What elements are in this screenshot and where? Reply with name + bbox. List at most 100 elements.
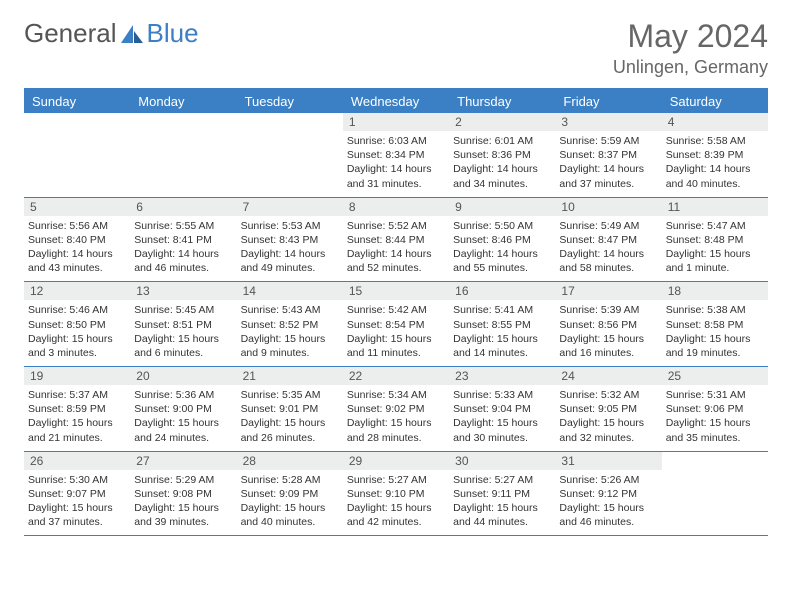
calendar-day-cell: 17Sunrise: 5:39 AMSunset: 8:56 PMDayligh… [555, 282, 661, 366]
date-number: 30 [449, 452, 555, 470]
location-label: Unlingen, Germany [613, 57, 768, 78]
day-info: Sunrise: 5:30 AMSunset: 9:07 PMDaylight:… [28, 473, 126, 530]
sail-icon [121, 25, 143, 43]
month-title: May 2024 [613, 18, 768, 55]
sunrise-text: Sunrise: 6:03 AM [347, 134, 445, 148]
sunset-text: Sunset: 9:06 PM [666, 402, 764, 416]
date-number: 27 [130, 452, 236, 470]
date-number: 22 [343, 367, 449, 385]
day-info: Sunrise: 5:27 AMSunset: 9:10 PMDaylight:… [347, 473, 445, 530]
day-info: Sunrise: 5:33 AMSunset: 9:04 PMDaylight:… [453, 388, 551, 445]
title-block: May 2024 Unlingen, Germany [613, 18, 768, 78]
calendar-day-cell: 2Sunrise: 6:01 AMSunset: 8:36 PMDaylight… [449, 113, 555, 197]
sunset-text: Sunset: 8:52 PM [241, 318, 339, 332]
daylight-text: Daylight: 15 hours and 39 minutes. [134, 501, 232, 529]
calendar-day-cell: 20Sunrise: 5:36 AMSunset: 9:00 PMDayligh… [130, 367, 236, 451]
date-number: 16 [449, 282, 555, 300]
date-number: 11 [662, 198, 768, 216]
weekday-header-row: Sunday Monday Tuesday Wednesday Thursday… [24, 90, 768, 113]
daylight-text: Daylight: 15 hours and 11 minutes. [347, 332, 445, 360]
daylight-text: Daylight: 15 hours and 44 minutes. [453, 501, 551, 529]
date-number: 6 [130, 198, 236, 216]
day-info: Sunrise: 5:31 AMSunset: 9:06 PMDaylight:… [666, 388, 764, 445]
sunset-text: Sunset: 8:47 PM [559, 233, 657, 247]
sunrise-text: Sunrise: 5:35 AM [241, 388, 339, 402]
daylight-text: Daylight: 15 hours and 16 minutes. [559, 332, 657, 360]
sunset-text: Sunset: 9:05 PM [559, 402, 657, 416]
daylight-text: Daylight: 15 hours and 19 minutes. [666, 332, 764, 360]
sunset-text: Sunset: 8:44 PM [347, 233, 445, 247]
date-number: 14 [237, 282, 343, 300]
day-info: Sunrise: 6:01 AMSunset: 8:36 PMDaylight:… [453, 134, 551, 191]
daylight-text: Daylight: 14 hours and 46 minutes. [134, 247, 232, 275]
calendar-week-row: 1Sunrise: 6:03 AMSunset: 8:34 PMDaylight… [24, 113, 768, 198]
sunset-text: Sunset: 9:08 PM [134, 487, 232, 501]
day-info: Sunrise: 5:36 AMSunset: 9:00 PMDaylight:… [134, 388, 232, 445]
sunrise-text: Sunrise: 5:52 AM [347, 219, 445, 233]
calendar-day-cell: 10Sunrise: 5:49 AMSunset: 8:47 PMDayligh… [555, 198, 661, 282]
sunset-text: Sunset: 8:54 PM [347, 318, 445, 332]
daylight-text: Daylight: 15 hours and 35 minutes. [666, 416, 764, 444]
sunset-text: Sunset: 9:11 PM [453, 487, 551, 501]
sunrise-text: Sunrise: 5:45 AM [134, 303, 232, 317]
calendar-week-row: 19 Sunrise: 5:37 AMSunset: 8:59 PMDayligh… [24, 367, 768, 452]
daylight-text: Daylight: 15 hours and 3 minutes. [28, 332, 126, 360]
calendar-week-row: 5Sunrise: 5:56 AMSunset: 8:40 PMDaylight… [24, 198, 768, 283]
daylight-text: Daylight: 14 hours and 55 minutes. [453, 247, 551, 275]
day-info: Sunrise: 5:27 AMSunset: 9:11 PMDaylight:… [453, 473, 551, 530]
date-number: 19 [24, 367, 130, 385]
date-number: 10 [555, 198, 661, 216]
daylight-text: Daylight: 15 hours and 46 minutes. [559, 501, 657, 529]
calendar-grid: Sunday Monday Tuesday Wednesday Thursday… [24, 88, 768, 536]
day-info: Sunrise: 5:32 AMSunset: 9:05 PMDaylight:… [559, 388, 657, 445]
calendar-day-cell: 29Sunrise: 5:27 AMSunset: 9:10 PMDayligh… [343, 452, 449, 536]
calendar-week-row: 12Sunrise: 5:46 AMSunset: 8:50 PMDayligh… [24, 282, 768, 367]
sunrise-text: Sunrise: 5:38 AM [666, 303, 764, 317]
calendar-day-cell: 19 Sunrise: 5:37 AMSunset: 8:59 PMDayligh… [24, 367, 130, 451]
sunrise-text: Sunrise: 5:50 AM [453, 219, 551, 233]
date-number: 31 [555, 452, 661, 470]
day-info: Sunrise: 5:46 AMSunset: 8:50 PMDaylight:… [28, 303, 126, 360]
calendar-day-cell: 11Sunrise: 5:47 AMSunset: 8:48 PMDayligh… [662, 198, 768, 282]
daylight-text: Daylight: 14 hours and 49 minutes. [241, 247, 339, 275]
day-info: Sunrise: 5:55 AMSunset: 8:41 PMDaylight:… [134, 219, 232, 276]
calendar-day-cell: 3Sunrise: 5:59 AMSunset: 8:37 PMDaylight… [555, 113, 661, 197]
day-info: Sunrise: 5:34 AMSunset: 9:02 PMDaylight:… [347, 388, 445, 445]
day-info: Sunrise: 5:29 AMSunset: 9:08 PMDaylight:… [134, 473, 232, 530]
calendar-day-cell: 1Sunrise: 6:03 AMSunset: 8:34 PMDaylight… [343, 113, 449, 197]
weekday-header: Thursday [449, 90, 555, 113]
sunset-text: Sunset: 8:51 PM [134, 318, 232, 332]
day-info: Sunrise: 5:37 AMSunset: 8:59 PMDaylight:… [28, 388, 126, 445]
daylight-text: Daylight: 15 hours and 14 minutes. [453, 332, 551, 360]
calendar-day-cell: 5Sunrise: 5:56 AMSunset: 8:40 PMDaylight… [24, 198, 130, 282]
sunset-text: Sunset: 8:40 PM [28, 233, 126, 247]
calendar-day-cell: 16Sunrise: 5:41 AMSunset: 8:55 PMDayligh… [449, 282, 555, 366]
calendar-day-cell: 9Sunrise: 5:50 AMSunset: 8:46 PMDaylight… [449, 198, 555, 282]
sunset-text: Sunset: 8:50 PM [28, 318, 126, 332]
daylight-text: Daylight: 15 hours and 32 minutes. [559, 416, 657, 444]
calendar-day-cell: 31Sunrise: 5:26 AMSunset: 9:12 PMDayligh… [555, 452, 661, 536]
sunset-text: Sunset: 8:59 PM [28, 402, 126, 416]
sunrise-text: Sunrise: 5:31 AM [666, 388, 764, 402]
date-number: 13 [130, 282, 236, 300]
sunset-text: Sunset: 8:43 PM [241, 233, 339, 247]
calendar-day-cell: 27 Sunrise: 5:29 AMSunset: 9:08 PMDayligh… [130, 452, 236, 536]
daylight-text: Daylight: 14 hours and 31 minutes. [347, 162, 445, 190]
calendar-day-cell: 18Sunrise: 5:38 AMSunset: 8:58 PMDayligh… [662, 282, 768, 366]
day-info: Sunrise: 5:56 AMSunset: 8:40 PMDaylight:… [28, 219, 126, 276]
sunrise-text: Sunrise: 5:59 AM [559, 134, 657, 148]
sunrise-text: Sunrise: 5:27 AM [453, 473, 551, 487]
date-number: 7 [237, 198, 343, 216]
day-info: Sunrise: 5:42 AMSunset: 8:54 PMDaylight:… [347, 303, 445, 360]
day-info: Sunrise: 5:45 AMSunset: 8:51 PMDaylight:… [134, 303, 232, 360]
date-number: 3 [555, 113, 661, 131]
daylight-text: Daylight: 15 hours and 37 minutes. [28, 501, 126, 529]
sunset-text: Sunset: 8:46 PM [453, 233, 551, 247]
weekday-header: Tuesday [237, 90, 343, 113]
daylight-text: Daylight: 15 hours and 24 minutes. [134, 416, 232, 444]
day-info: Sunrise: 5:50 AMSunset: 8:46 PMDaylight:… [453, 219, 551, 276]
weekday-header: Wednesday [343, 90, 449, 113]
sunset-text: Sunset: 9:09 PM [241, 487, 339, 501]
sunset-text: Sunset: 9:02 PM [347, 402, 445, 416]
calendar-day-cell: 7Sunrise: 5:53 AMSunset: 8:43 PMDaylight… [237, 198, 343, 282]
